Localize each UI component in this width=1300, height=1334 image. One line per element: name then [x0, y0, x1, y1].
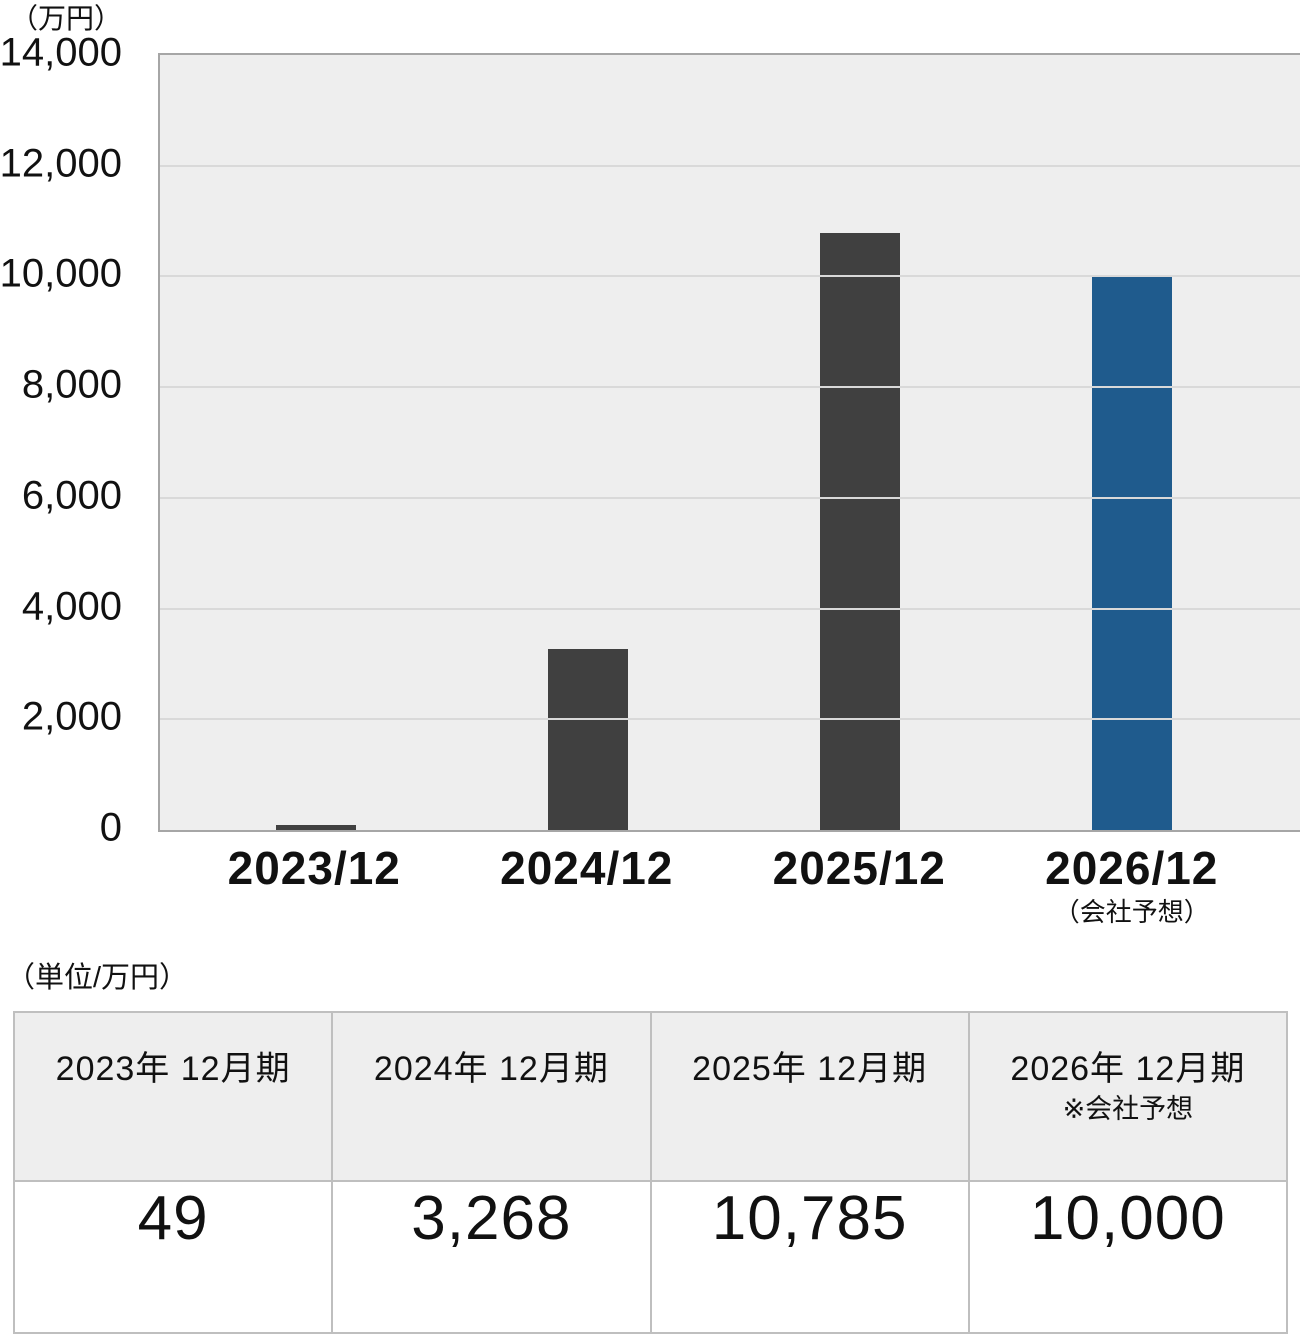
table-value-text: 10,000: [1030, 1184, 1226, 1253]
x-axis-label: 2025/12: [772, 842, 946, 894]
table-value-text: 49: [137, 1184, 209, 1253]
y-tick-label: 4,000: [21, 584, 122, 629]
x-label-cell: 2026/12 （会社予想）: [996, 840, 1269, 928]
y-tick-label: 0: [99, 805, 122, 850]
table-value-text: 3,268: [411, 1184, 572, 1253]
table-header-cell: 2023年 12月期: [12, 1011, 334, 1182]
table-unit-label: （単位/万円）: [6, 962, 189, 994]
data-table: 2023年 12月期 2024年 12月期 2025年 12月期 2026年 12月期…: [12, 1011, 1289, 1334]
bar-slot: [724, 55, 996, 830]
bar-2023/12: [276, 825, 356, 830]
bar-slot: [452, 55, 724, 830]
gridline: [160, 386, 1300, 389]
y-tick-label: 8,000: [21, 362, 122, 407]
table-header-cell: 2024年 12月期: [331, 1011, 652, 1182]
plot-area: [158, 53, 1300, 832]
table-value-cell: 10,000: [967, 1180, 1289, 1334]
y-tick-label: 10,000: [0, 251, 122, 296]
y-tick-label: 14,000: [0, 30, 122, 75]
table-header-text: 2023年 12月期: [55, 1050, 291, 1088]
y-tick-label: 2,000: [21, 694, 122, 739]
gridline: [160, 607, 1300, 610]
x-label-cell: 2024/12: [451, 840, 724, 928]
table-value-text: 10,785: [711, 1184, 908, 1253]
table-value-row: 49 3,268 10,785 10,000: [12, 1180, 1289, 1334]
table-header-text: 2024年 12月期: [373, 1050, 609, 1088]
table-header-text: 2025年 12月期: [692, 1050, 928, 1088]
table-value-cell: 49: [12, 1180, 334, 1334]
gridline: [160, 275, 1300, 278]
x-axis-label: 2023/12: [227, 842, 401, 894]
y-tick-label: 6,000: [21, 473, 122, 518]
x-label-cell: 2023/12: [178, 840, 451, 928]
gridline: [160, 718, 1300, 721]
gridline: [160, 496, 1300, 499]
bar-2026/12: [1092, 276, 1172, 830]
table-header-row: 2023年 12月期 2024年 12月期 2025年 12月期 2026年 12月期…: [12, 1011, 1289, 1182]
x-axis-label: 2024/12: [500, 842, 674, 894]
x-axis-label: 2026/12: [1045, 842, 1219, 894]
table-header-cell: 2025年 12月期: [649, 1011, 970, 1182]
y-tick-label: 12,000: [0, 141, 122, 186]
bar-slot: [180, 55, 452, 830]
table-header-cell: 2026年 12月期 ※会社予想: [967, 1011, 1289, 1182]
y-axis-unit-label: （万円）: [10, 3, 123, 34]
gridline: [160, 164, 1300, 167]
table-value-cell: 3,268: [331, 1180, 652, 1334]
x-axis-sublabel: （会社予想）: [1053, 897, 1210, 927]
bar-2025/12: [820, 232, 900, 830]
y-axis: 14,000 12,000 10,000 8,000 6,000 4,000 2,000 0: [0, 31, 122, 850]
table-subheader-text: ※会社予想: [1062, 1094, 1194, 1124]
bar-2024/12: [548, 649, 628, 830]
table-value-cell: 10,785: [649, 1180, 970, 1334]
bars-container: [160, 55, 1300, 830]
table-header-text: 2026年 12月期: [1010, 1050, 1246, 1088]
x-axis-labels: 2023/12 2024/12 2025/12 2026/12 （会社予想）: [158, 840, 1300, 928]
x-label-cell: 2025/12: [723, 840, 996, 928]
bar-slot: [996, 55, 1268, 830]
